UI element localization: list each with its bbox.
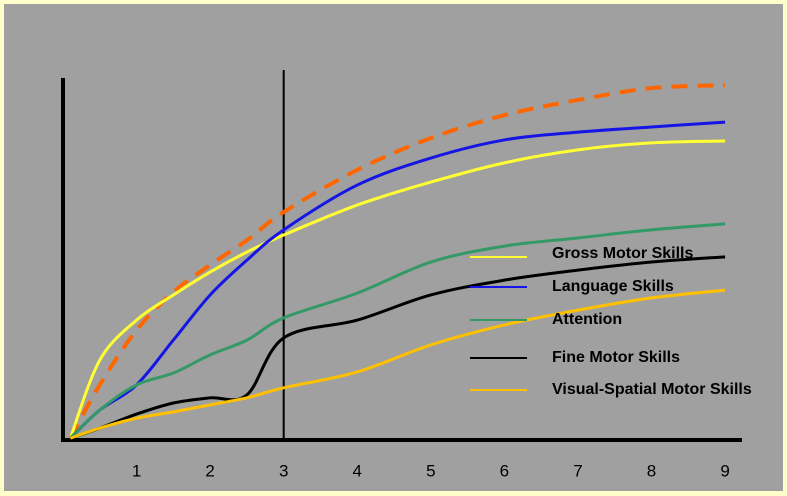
series-line	[69, 255, 726, 440]
x-tick-label: 1	[132, 461, 141, 480]
legend-label: Language Skills	[552, 278, 674, 295]
x-tick-label: 4	[353, 461, 362, 480]
legend-label: Fine Motor Skills	[552, 349, 681, 366]
x-tick-label: 2	[205, 461, 214, 480]
legend-label: Visual-Spatial Motor Skills	[552, 381, 752, 398]
x-tick-label: 8	[647, 461, 656, 480]
x-tick-label: 5	[426, 461, 435, 480]
legend-label: Attention	[552, 311, 623, 328]
legend-label: Gross Motor Skills	[552, 245, 694, 262]
series-line	[68, 139, 726, 439]
x-tick-label: 3	[279, 461, 288, 480]
x-tick-label: 7	[573, 461, 582, 480]
x-tick-label: 9	[720, 461, 729, 480]
series-line	[69, 222, 726, 440]
series-line	[68, 83, 726, 440]
plot-background	[4, 4, 783, 491]
series-line	[69, 288, 726, 440]
x-tick-label: 6	[500, 461, 509, 480]
